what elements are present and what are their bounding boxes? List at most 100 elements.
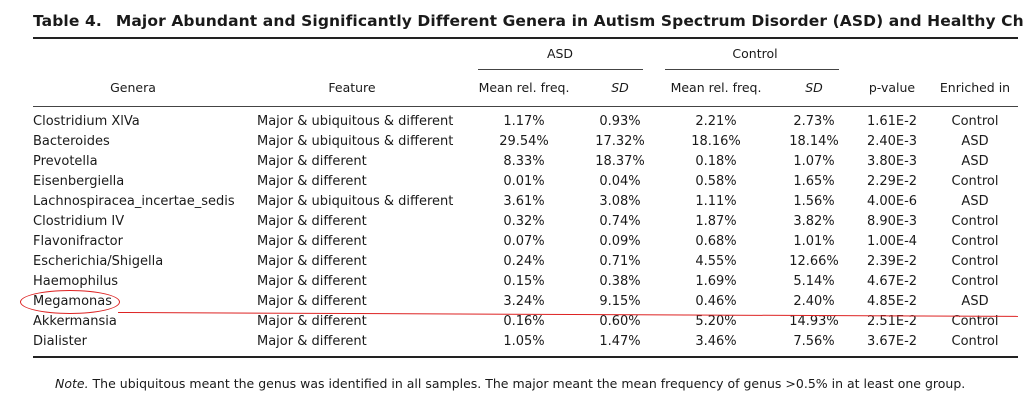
cell-asd-sd: 0.71% xyxy=(599,254,641,269)
cell-ctrl-sd: 14.93% xyxy=(789,314,839,329)
header-rule xyxy=(33,106,1018,107)
cell-feature: Major & different xyxy=(257,254,367,269)
cell-ctrl-sd: 1.01% xyxy=(793,234,835,249)
cell-asd-sd: 0.60% xyxy=(599,314,641,329)
cell-asd-sd: 0.93% xyxy=(599,114,641,129)
cell-asd-sd: 3.08% xyxy=(599,194,641,209)
cell-asd-mean: 1.05% xyxy=(503,334,545,349)
table-title: Table 4. Major Abundant and Significantly… xyxy=(33,12,1024,30)
cell-asd-mean: 0.07% xyxy=(503,234,545,249)
cell-asd-mean: 8.33% xyxy=(503,154,545,169)
table-row: Prevotella Major & different 8.33% 18.37% 0.… xyxy=(33,152,1018,172)
cell-enriched: Control xyxy=(951,314,999,329)
table-row: Lachnospiracea_incertae_sedis Major & ubi… xyxy=(33,192,1018,212)
cell-feature: Major & different xyxy=(257,314,367,329)
group-header-control: Control xyxy=(732,46,778,61)
bottom-rule xyxy=(33,356,1018,358)
col-header-enriched: Enriched in xyxy=(939,80,1011,95)
cell-ctrl-mean: 0.58% xyxy=(695,174,737,189)
cell-ctrl-mean: 0.68% xyxy=(695,234,737,249)
cell-genera: Haemophilus xyxy=(33,274,119,289)
cell-enriched: Control xyxy=(951,234,999,249)
cell-ctrl-sd: 5.14% xyxy=(793,274,835,289)
cell-ctrl-sd: 7.56% xyxy=(793,334,835,349)
table-title-text: Major Abundant and Significantly Differe… xyxy=(115,12,1024,30)
cell-ctrl-mean: 5.20% xyxy=(695,314,737,329)
cell-ctrl-mean: 1.11% xyxy=(695,194,737,209)
col-header-control-mean: Mean rel. freq. xyxy=(670,80,762,95)
cell-pvalue: 4.00E-6 xyxy=(866,194,918,209)
cell-genera: Lachnospiracea_incertae_sedis xyxy=(33,194,235,209)
cell-asd-sd: 0.09% xyxy=(599,234,641,249)
cell-enriched: ASD xyxy=(961,134,989,149)
cell-asd-sd: 17.32% xyxy=(595,134,645,149)
cell-asd-mean: 0.32% xyxy=(503,214,545,229)
cell-ctrl-mean: 0.18% xyxy=(695,154,737,169)
cell-asd-mean: 29.54% xyxy=(499,134,549,149)
group-rule-control xyxy=(665,69,839,70)
cell-asd-sd: 0.38% xyxy=(599,274,641,289)
cell-genera: Prevotella xyxy=(33,154,98,169)
table-row: Haemophilus Major & different 0.15% 0.38% 1.… xyxy=(33,272,1018,292)
cell-feature: Major & different xyxy=(257,174,367,189)
note-label: Note. xyxy=(55,376,89,391)
table-row: Megamonas Major & different 3.24% 9.15% 0.46… xyxy=(33,292,1018,312)
cell-ctrl-mean: 4.55% xyxy=(695,254,737,269)
cell-ctrl-sd: 12.66% xyxy=(789,254,839,269)
cell-enriched: Control xyxy=(951,174,999,189)
cell-genera: Flavonifractor xyxy=(33,234,123,249)
cell-ctrl-sd: 3.82% xyxy=(793,214,835,229)
col-header-feature: Feature xyxy=(328,80,376,95)
col-header-genera: Genera xyxy=(110,80,156,95)
cell-enriched: Control xyxy=(951,334,999,349)
cell-ctrl-sd: 18.14% xyxy=(789,134,839,149)
table-row: Eisenbergiella Major & different 0.01% 0.04… xyxy=(33,172,1018,192)
cell-pvalue: 4.85E-2 xyxy=(866,294,918,309)
cell-genera: Escherichia/Shigella xyxy=(33,254,164,269)
cell-asd-sd: 0.04% xyxy=(599,174,641,189)
cell-pvalue: 2.29E-2 xyxy=(866,174,918,189)
cell-feature: Major & ubiquitous & different xyxy=(257,134,454,149)
cell-pvalue: 2.51E-2 xyxy=(866,314,918,329)
group-rule-asd xyxy=(478,69,643,70)
cell-pvalue: 2.39E-2 xyxy=(866,254,918,269)
cell-genera: Bacteroides xyxy=(33,134,110,149)
cell-enriched: Control xyxy=(951,274,999,289)
cell-ctrl-sd: 1.65% xyxy=(793,174,835,189)
table-row: Akkermansia Major & different 0.16% 0.60% 5.… xyxy=(33,312,1018,332)
cell-ctrl-mean: 1.87% xyxy=(695,214,737,229)
cell-ctrl-sd: 1.07% xyxy=(793,154,835,169)
table-row: Bacteroides Major & ubiquitous & differen… xyxy=(33,132,1018,152)
cell-asd-mean: 3.24% xyxy=(503,294,545,309)
cell-enriched: ASD xyxy=(961,194,989,209)
cell-feature: Major & different xyxy=(257,334,367,349)
cell-pvalue: 3.67E-2 xyxy=(866,334,918,349)
cell-ctrl-mean: 3.46% xyxy=(695,334,737,349)
cell-feature: Major & different xyxy=(257,214,367,229)
cell-pvalue: 1.00E-4 xyxy=(866,234,918,249)
cell-ctrl-mean: 18.16% xyxy=(691,134,741,149)
note-text: The ubiquitous meant the genus was ident… xyxy=(88,376,966,391)
cell-enriched: ASD xyxy=(961,294,989,309)
cell-ctrl-mean: 0.46% xyxy=(695,294,737,309)
cell-pvalue: 4.67E-2 xyxy=(866,274,918,289)
cell-genera: Akkermansia xyxy=(33,314,117,329)
cell-pvalue: 1.61E-2 xyxy=(866,114,918,129)
cell-asd-sd: 1.47% xyxy=(599,334,641,349)
cell-asd-mean: 0.01% xyxy=(503,174,545,189)
cell-asd-mean: 0.24% xyxy=(503,254,545,269)
cell-enriched: ASD xyxy=(961,154,989,169)
table-row: Flavonifractor Major & different 0.07% 0.09… xyxy=(33,232,1018,252)
table-row: Clostridium XlVa Major & ubiquitous & dif… xyxy=(33,112,1018,132)
cell-genera: Eisenbergiella xyxy=(33,174,125,189)
cell-asd-mean: 0.15% xyxy=(503,274,545,289)
col-header-asd-sd: SD xyxy=(611,80,629,95)
annotation-circle xyxy=(20,290,120,314)
cell-genera: Clostridium IV xyxy=(33,214,125,229)
table-number: Table 4. xyxy=(33,12,102,30)
cell-feature: Major & ubiquitous & different xyxy=(257,114,454,129)
cell-ctrl-sd: 2.73% xyxy=(793,114,835,129)
cell-asd-sd: 9.15% xyxy=(599,294,641,309)
group-header-asd: ASD xyxy=(546,46,574,61)
cell-ctrl-sd: 2.40% xyxy=(793,294,835,309)
